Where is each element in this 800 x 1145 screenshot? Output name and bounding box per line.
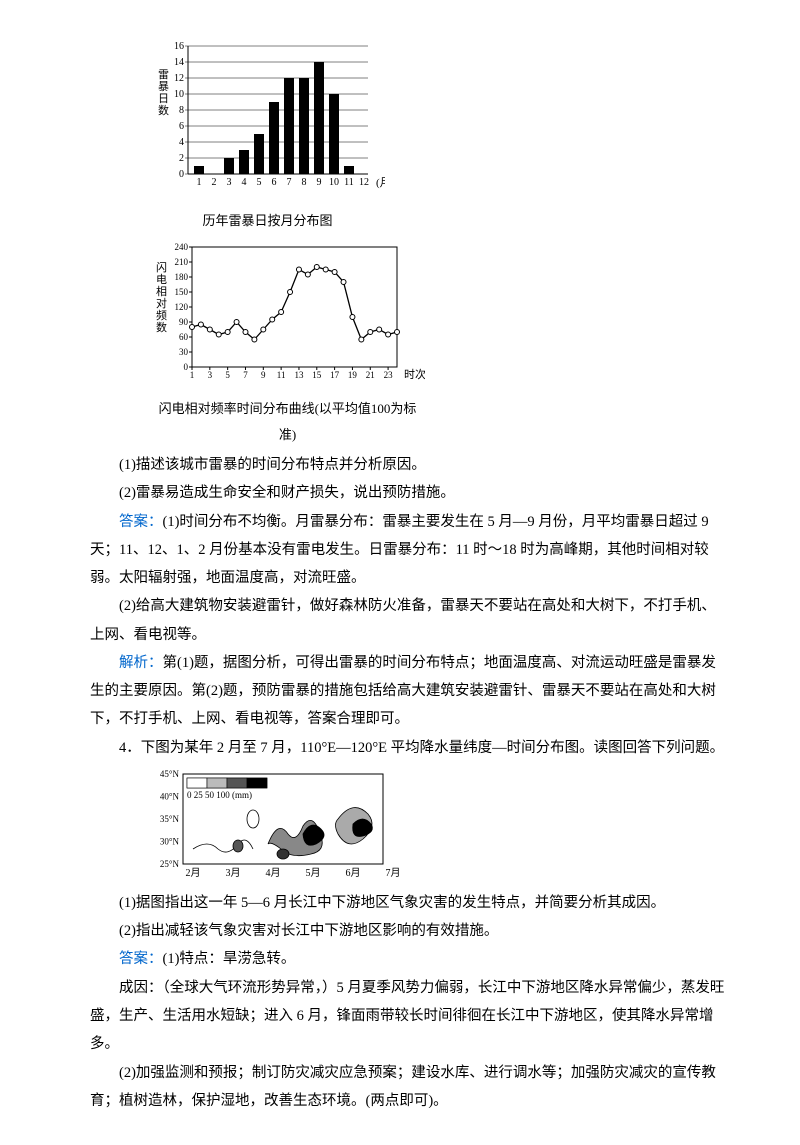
svg-text:40°N: 40°N [160, 791, 180, 801]
svg-text:0: 0 [184, 362, 189, 372]
svg-text:时次: 时次 [404, 367, 425, 381]
svg-text:19: 19 [348, 370, 358, 380]
svg-text:6: 6 [179, 121, 184, 132]
q3-answer1: 答案：(1)时间分布不均衡。月雷暴分布：雷暴主要发生在 5 月—9 月份，月平均… [90, 508, 730, 593]
line-chart: 0306090120150180210240 13579111315171921… [150, 241, 730, 447]
answer-label: 答案： [119, 951, 163, 967]
svg-text:6月: 6月 [346, 867, 361, 879]
svg-text:150: 150 [175, 287, 189, 297]
svg-text:13: 13 [294, 370, 304, 380]
svg-text:11: 11 [277, 370, 286, 380]
bar-chart-svg: 0 2 4 6 8 10 12 14 16 123456789101112 (月… [150, 38, 385, 208]
svg-text:3月: 3月 [226, 867, 241, 879]
svg-text:10: 10 [329, 177, 339, 188]
svg-text:210: 210 [175, 257, 189, 267]
q4-stem: 4．下图为某年 2 月至 7 月，110°E—120°E 平均降水量纬度—时间分… [90, 734, 730, 762]
svg-text:90: 90 [179, 317, 189, 327]
svg-text:5月: 5月 [306, 867, 321, 879]
q4-cause: 成因：（全球大气环流形势异常，）5 月夏季风势力偏弱，长江中下游地区降水异常偏少… [90, 974, 730, 1059]
q3-analysis: 解析：第(1)题，据图分析，可得出雷暴的时间分布特点；地面温度高、对流运动旺盛是… [90, 649, 730, 734]
svg-text:1: 1 [197, 177, 202, 188]
q3-ana-text: 第(1)题，据图分析，可得出雷暴的时间分布特点；地面温度高、对流运动旺盛是雷暴发… [90, 655, 716, 728]
svg-text:7月: 7月 [386, 867, 401, 879]
svg-text:8: 8 [179, 105, 184, 116]
svg-text:12: 12 [174, 73, 184, 84]
svg-text:60: 60 [179, 332, 189, 342]
q3-ans1-text: (1)时间分布不均衡。月雷暴分布：雷暴主要发生在 5 月—9 月份，月平均雷暴日… [90, 514, 709, 587]
q4-sub1: (1)据图指出这一年 5—6 月长江中下游地区气象灾害的发生特点，并简要分析其成… [90, 889, 730, 917]
bar-chart: 0 2 4 6 8 10 12 14 16 123456789101112 (月… [150, 38, 730, 233]
svg-text:2月: 2月 [186, 867, 201, 879]
svg-text:15: 15 [312, 370, 322, 380]
svg-text:8: 8 [302, 177, 307, 188]
svg-text:16: 16 [174, 41, 184, 52]
svg-text:3: 3 [208, 370, 213, 380]
svg-text:4月: 4月 [266, 867, 281, 879]
svg-text:5: 5 [257, 177, 262, 188]
svg-text:25°N: 25°N [160, 859, 180, 869]
svg-text:30: 30 [179, 347, 189, 357]
svg-text:4: 4 [242, 177, 247, 188]
q4-sub2: (2)指出减轻该气象灾害对长江中下游地区影响的有效措施。 [90, 917, 730, 945]
svg-text:6: 6 [272, 177, 277, 188]
svg-text:3: 3 [227, 177, 232, 188]
svg-text:4: 4 [179, 137, 184, 148]
q3-answer2: (2)给高大建筑物安装避雷针，做好森林防火准备，雷暴天不要站在高处和大树下，不打… [90, 592, 730, 649]
analysis-label: 解析： [119, 655, 163, 671]
svg-text:180: 180 [175, 272, 189, 282]
svg-text:35°N: 35°N [160, 814, 180, 824]
q3-sub1: (1)描述该城市雷暴的时间分布特点并分析原因。 [90, 451, 730, 479]
svg-text:(月份): (月份) [376, 176, 385, 189]
q4-answer2: (2)加强监测和预报；制订防灾减灾应急预案；建设水库、进行调水等；加强防灾减灾的… [90, 1059, 730, 1116]
svg-text:120: 120 [175, 302, 189, 312]
svg-text:14: 14 [174, 57, 184, 68]
svg-text:2: 2 [179, 153, 184, 164]
svg-text:10: 10 [174, 89, 184, 100]
line-chart-svg: 0306090120150180210240 13579111315171921… [150, 241, 425, 396]
bar-caption: 历年雷暴日按月分布图 [150, 208, 385, 233]
svg-text:11: 11 [344, 177, 354, 188]
svg-text:7: 7 [243, 370, 248, 380]
q4-ans1-text: (1)特点：旱涝急转。 [163, 951, 296, 967]
svg-text:30°N: 30°N [160, 836, 180, 846]
bar-y-label: 雷暴日数 [158, 68, 169, 117]
q4-answer1: 答案：(1)特点：旱涝急转。 [90, 945, 730, 973]
svg-text:23: 23 [384, 370, 394, 380]
svg-text:2: 2 [212, 177, 217, 188]
svg-text:9: 9 [261, 370, 266, 380]
legend-text: 0 25 50 100 (mm) [187, 790, 252, 800]
svg-text:45°N: 45°N [160, 770, 180, 779]
svg-text:1: 1 [190, 370, 195, 380]
q3-sub2: (2)雷暴易造成生命安全和财产损失，说出预防措施。 [90, 479, 730, 507]
svg-text:12: 12 [359, 177, 369, 188]
svg-text:7: 7 [287, 177, 292, 188]
svg-text:240: 240 [175, 242, 189, 252]
line-caption: 闪电相对频率时间分布曲线(以平均值100为标准) [150, 396, 425, 447]
answer-label: 答案： [119, 514, 163, 530]
svg-text:17: 17 [330, 370, 340, 380]
svg-text:5: 5 [225, 370, 230, 380]
svg-text:9: 9 [317, 177, 322, 188]
contour-chart: 0 25 50 100 (mm) 45°N 40°N 35°N 30°N 25°N 2月… [145, 770, 730, 885]
svg-text:0: 0 [179, 169, 184, 180]
svg-text:21: 21 [366, 370, 375, 380]
contour-svg: 0 25 50 100 (mm) 45°N 40°N 35°N 30°N 25°N 2月… [145, 770, 400, 885]
svg-text:闪电相对频数: 闪电相对频数 [156, 260, 167, 334]
